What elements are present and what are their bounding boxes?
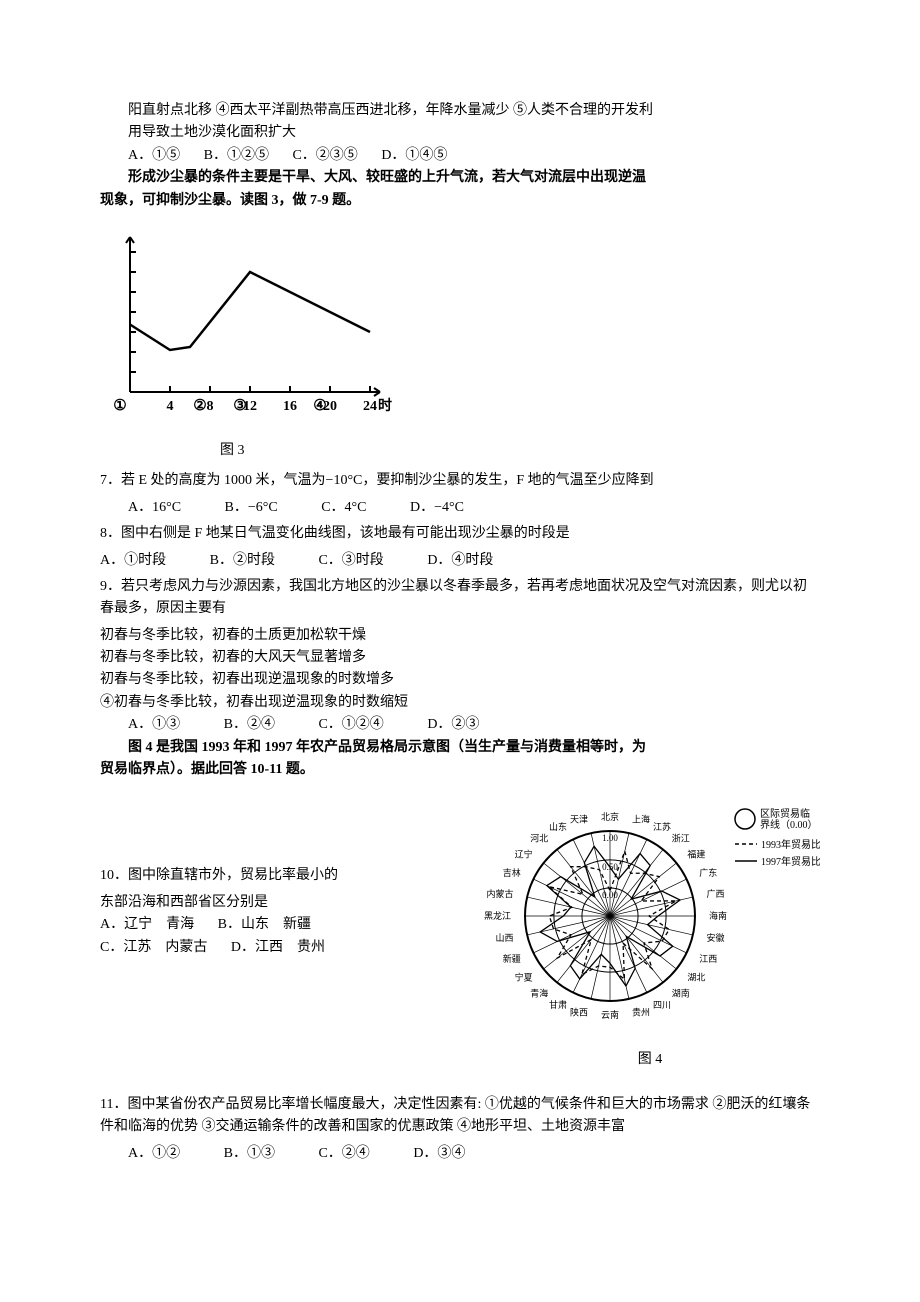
figure-4-label: 图 4 [480,1049,820,1071]
q9-s1: 初春与冬季比较，初春的土质更加松软干燥 [100,625,820,647]
svg-text:广西: 广西 [707,888,725,899]
svg-text:黑龙江: 黑龙江 [484,910,511,921]
q9-opt-c: C．①②④ [318,714,383,736]
svg-text:贵州: 贵州 [632,1007,650,1018]
svg-text:陕西: 陕西 [570,1007,588,1018]
q-top-opt-c: C．②③⑤ [292,145,357,167]
q9-opt-d: D．②③ [427,714,479,736]
svg-text:云南: 云南 [601,1009,619,1020]
passage-7-9-line-2: 现象，可抑制沙尘暴。读图 3，做 7-9 题。 [100,190,820,212]
q10-opt-b: B．山东 新疆 [218,914,311,936]
q8-opt-b: B．②时段 [210,550,275,572]
q9-s3: 初春与冬季比较，初春出现逆温现象的时数增多 [100,669,820,691]
q7-opt-b: B．−6°C [225,497,278,519]
svg-text:江苏: 江苏 [653,821,671,832]
svg-text:广东: 广东 [699,867,717,878]
q9-text: 9．若只考虑风力与沙源因素，我国北方地区的沙尘暴以冬春季最多，若再考虑地面状况及… [100,576,820,621]
q7-opt-a: A．16°C [128,497,181,519]
q9-s4: ④初春与冬季比较，初春出现逆温现象的时数缩短 [100,692,820,714]
q7-options: A．16°C B．−6°C C．4°C D．−4°C [128,497,820,519]
q7-opt-d: D．−4°C [410,497,464,519]
svg-text:甘肃: 甘肃 [549,1000,567,1011]
q9-opt-a: A．①③ [128,714,180,736]
svg-text:③: ③ [233,398,246,414]
svg-text:辽宁: 辽宁 [515,849,533,860]
q9-s2: 初春与冬季比较，初春的大风天气显著增多 [100,647,820,669]
svg-text:山东: 山东 [549,821,567,832]
svg-text:海南: 海南 [709,910,727,921]
intro-line-1: 阳直射点北移 ④西太平洋副热带高压西进北移，年降水量减少 ⑤人类不合理的开发利 [100,100,820,122]
q11-opt-d: D．③④ [413,1143,465,1165]
svg-text:湖南: 湖南 [672,988,690,999]
svg-text:24: 24 [363,399,377,414]
figure-3-label: 图 3 [220,440,820,462]
svg-text:②: ② [193,398,206,414]
svg-text:吉林: 吉林 [503,867,521,878]
q8-opt-d: D．④时段 [427,550,493,572]
q-top-opt-b: B．①②⑤ [204,145,269,167]
q11-options: A．①② B．①③ C．②④ D．③④ [128,1143,820,1165]
svg-text:内蒙古: 内蒙古 [486,888,513,899]
svg-text:8: 8 [207,399,214,414]
svg-text:宁夏: 宁夏 [515,972,533,983]
q11-opt-a: A．①② [128,1143,180,1165]
svg-text:④: ④ [313,398,326,414]
passage-7-9-line-1: 形成沙尘暴的条件主要是干旱、大风、较旺盛的上升气流，若大气对流层中出现逆温 [100,167,820,189]
q-top-options: A．①⑤ B．①②⑤ C．②③⑤ D．①④⑤ [128,145,820,167]
q11-text: 11．图中某省份农产品贸易比率增长幅度最大，决定性因素有: ①优越的气候条件和巨… [100,1094,820,1139]
figure-3-chart: 4812162024①②③④时 [100,222,820,432]
q10-opt-c: C．江苏 内蒙古 [100,937,207,959]
svg-text:湖北: 湖北 [687,973,705,983]
q8-text: 8．图中右侧是 F 地某日气温变化曲线图，该地最有可能出现沙尘暴的时段是 [100,523,820,545]
svg-text:①: ① [113,398,126,414]
q-top-opt-d: D．①④⑤ [381,145,447,167]
q9-options: A．①③ B．②④ C．①②④ D．②③ [128,714,820,736]
svg-text:天津: 天津 [570,815,588,825]
svg-text:界线（0.00）: 界线（0.00） [760,818,818,831]
q8-options: A．①时段 B．②时段 C．③时段 D．④时段 [100,550,820,572]
svg-text:四川: 四川 [653,1001,671,1011]
svg-text:山西: 山西 [495,933,513,943]
svg-text:1997年贸易比率: 1997年贸易比率 [761,855,820,868]
svg-text:江西: 江西 [699,954,717,964]
svg-text:区际贸易临: 区际贸易临 [760,807,810,820]
q11-opt-c: C．②④ [318,1143,369,1165]
q-top-opt-a: A．①⑤ [128,145,180,167]
svg-text:福建: 福建 [687,849,705,860]
svg-text:上海: 上海 [632,814,650,825]
svg-text:河北: 河北 [530,833,548,844]
q11-opt-b: B．①③ [224,1143,275,1165]
passage-10-11-line-2: 贸易临界点）。据此回答 10-11 题。 [100,759,820,781]
q7-text: 7．若 E 处的高度为 1000 米，气温为−10°C，要抑制沙尘暴的发生，F … [100,470,820,492]
svg-text:1993年贸易比率: 1993年贸易比率 [761,838,820,851]
q10-opt-a: A．辽宁 青海 [100,914,194,936]
svg-text:4: 4 [167,399,174,414]
svg-text:16: 16 [283,399,297,414]
figure-4-chart: 1.000.500.00北京上海江苏浙江福建广东广西海南安徽江西湖北湖南四川贵州… [480,781,820,1079]
svg-text:浙江: 浙江 [672,833,690,844]
q8-opt-c: C．③时段 [318,550,383,572]
svg-text:青海: 青海 [530,988,548,999]
svg-text:时: 时 [378,397,392,414]
q10-opt-d: D．江西 贵州 [231,937,325,959]
svg-text:安徽: 安徽 [707,932,725,943]
q7-opt-c: C．4°C [321,497,366,519]
svg-text:北京: 北京 [601,811,619,822]
q9-opt-b: B．②④ [224,714,275,736]
svg-text:新疆: 新疆 [503,953,521,964]
passage-10-11-line-1: 图 4 是我国 1993 年和 1997 年农产品贸易格局示意图（当生产量与消费… [100,737,820,759]
intro-line-2: 用导致土地沙漠化面积扩大 [100,122,820,144]
q8-opt-a: A．①时段 [100,550,166,572]
